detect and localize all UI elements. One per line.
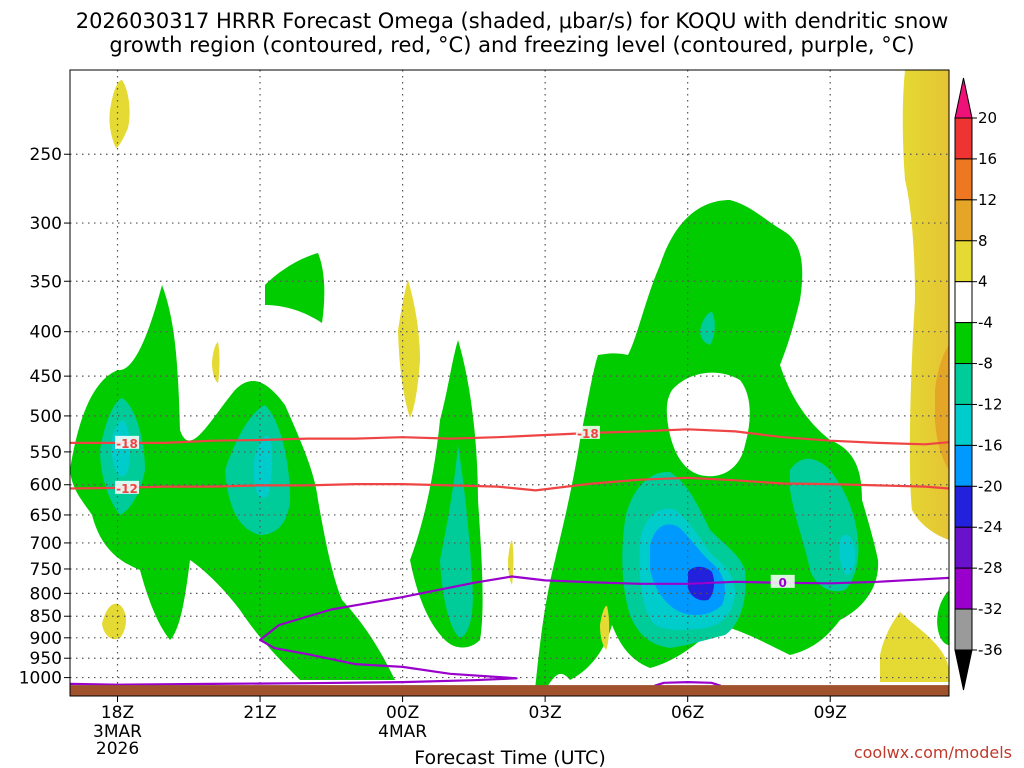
contour-label: 0 [779,576,787,590]
colorbar-swatch [954,485,973,528]
y-tick-label: 850 [30,607,62,627]
x-tick-date-label: 4MAR [378,722,427,742]
x-tick-label: 21Z [243,703,276,723]
colorbar-swatch [954,322,973,365]
y-tick-label: 900 [30,629,62,649]
y-tick-label: 750 [30,560,62,580]
colorbar-tick-label: -4 [978,314,993,332]
x-tick-date-label: 2026 [96,739,139,759]
shade-orange-right-edge [935,345,949,470]
y-tick-label: 950 [30,649,62,669]
contour-label-background [575,425,600,439]
shade-yellow-column [398,280,420,418]
shade-yellow-small2 [102,603,126,640]
contour-label-background [115,435,140,449]
y-tick-label: 800 [30,584,62,604]
colorbar-tick-label: 8 [978,232,988,250]
colorbar-swatch [954,526,973,569]
x-axis-title: Forecast Time (UTC) [414,747,605,768]
colorbar-tick-label: -16 [978,436,1003,454]
ground-surface [70,685,949,696]
colorbar-swatch [954,567,973,610]
y-tick-label: 600 [30,476,62,496]
colorbar-swatch [954,403,973,446]
shade-yellow-small1 [212,342,220,383]
colorbar-swatch [954,240,973,283]
plot-frame [69,69,950,697]
shade-teal-small [700,312,715,345]
colorbar-tick-label: -36 [978,641,1003,659]
plot-area: -18 -18 -12 0 [69,69,950,697]
colorbar-tick-label: -8 [978,355,993,373]
y-tick-label: 700 [30,534,62,554]
shade-yellow-small4 [600,605,610,650]
freezing-level-contour-line [70,575,949,686]
credit-link[interactable]: coolwx.com/models [854,743,1012,762]
y-tick-label: 650 [30,506,62,526]
colorbar-tick-label: 20 [978,109,997,127]
colorbar: 20 16 12 8 4 -4 -8 -12 -16 -20 -24 -28 -32 -36 [954,77,1003,691]
x-tick-label: 06Z [671,703,704,723]
shade-yellow-top [109,80,130,148]
colorbar-swatch [954,444,973,487]
x-tick-label: 00Z [386,703,419,723]
shade-green-island [265,253,325,323]
colorbar-tick-label: -12 [978,395,1003,413]
colorbar-tick-label: -20 [978,477,1003,495]
colorbar-swatch [954,117,973,160]
contour-label: -18 [577,427,599,441]
contour-label: -18 [116,437,138,451]
freezing-level-contour-line [654,681,722,687]
y-tick-label: 350 [30,272,62,292]
colorbar-tick-label: -24 [978,518,1003,536]
y-axis: 2503003504004505005506006507007508008509… [19,145,70,689]
colorbar-swatch [954,363,973,405]
colorbar-swatch [954,281,973,324]
colorbar-swatch [954,158,973,201]
y-tick-label: 1000 [19,669,62,689]
colorbar-swatch [954,608,973,651]
dendritic-contour-line [70,428,949,446]
chart-title-line-2: growth region (contoured, red, °C) and f… [109,33,914,57]
shade-green-right-edge [937,590,949,645]
x-tick-label: 18Z [101,703,134,723]
y-tick-label: 550 [30,443,62,463]
colorbar-swatch [954,199,973,242]
shade-teal-tongue [440,445,473,638]
colorbar-bottom-arrow [954,649,973,691]
shade-yellow-bottom-right [880,612,949,682]
contour-label: -12 [116,482,138,496]
colorbar-tick-label: 12 [978,191,997,209]
chart-title-line-1: 2026030317 HRRR Forecast Omega (shaded, … [76,9,949,33]
contour-label-background [770,574,795,588]
y-tick-label: 400 [30,323,62,343]
contour-label-background [115,480,140,494]
colorbar-tick-label: -28 [978,559,1003,577]
x-tick-date-label: 3MAR [93,722,142,742]
y-tick-label: 250 [30,145,62,165]
colorbar-top-arrow [954,77,973,119]
shade-cyan-right2 [839,534,856,575]
y-tick-label: 450 [30,367,62,387]
shade-yellow-small3 [508,540,514,585]
y-tick-label: 300 [30,214,62,234]
dendritic-contour-line [70,476,949,492]
colorbar-tick-label: -32 [978,600,1003,618]
y-tick-label: 500 [30,407,62,427]
shade-neutral-hole [666,372,750,477]
omega-shading [70,70,949,690]
colorbar-tick-label: 4 [978,273,988,291]
x-tick-label: 03Z [528,703,561,723]
contours-layer: -18 -18 -12 0 [70,425,949,687]
x-tick-label: 09Z [814,703,847,723]
colorbar-tick-label: 16 [978,150,997,168]
shade-cyan-mid [253,435,273,498]
